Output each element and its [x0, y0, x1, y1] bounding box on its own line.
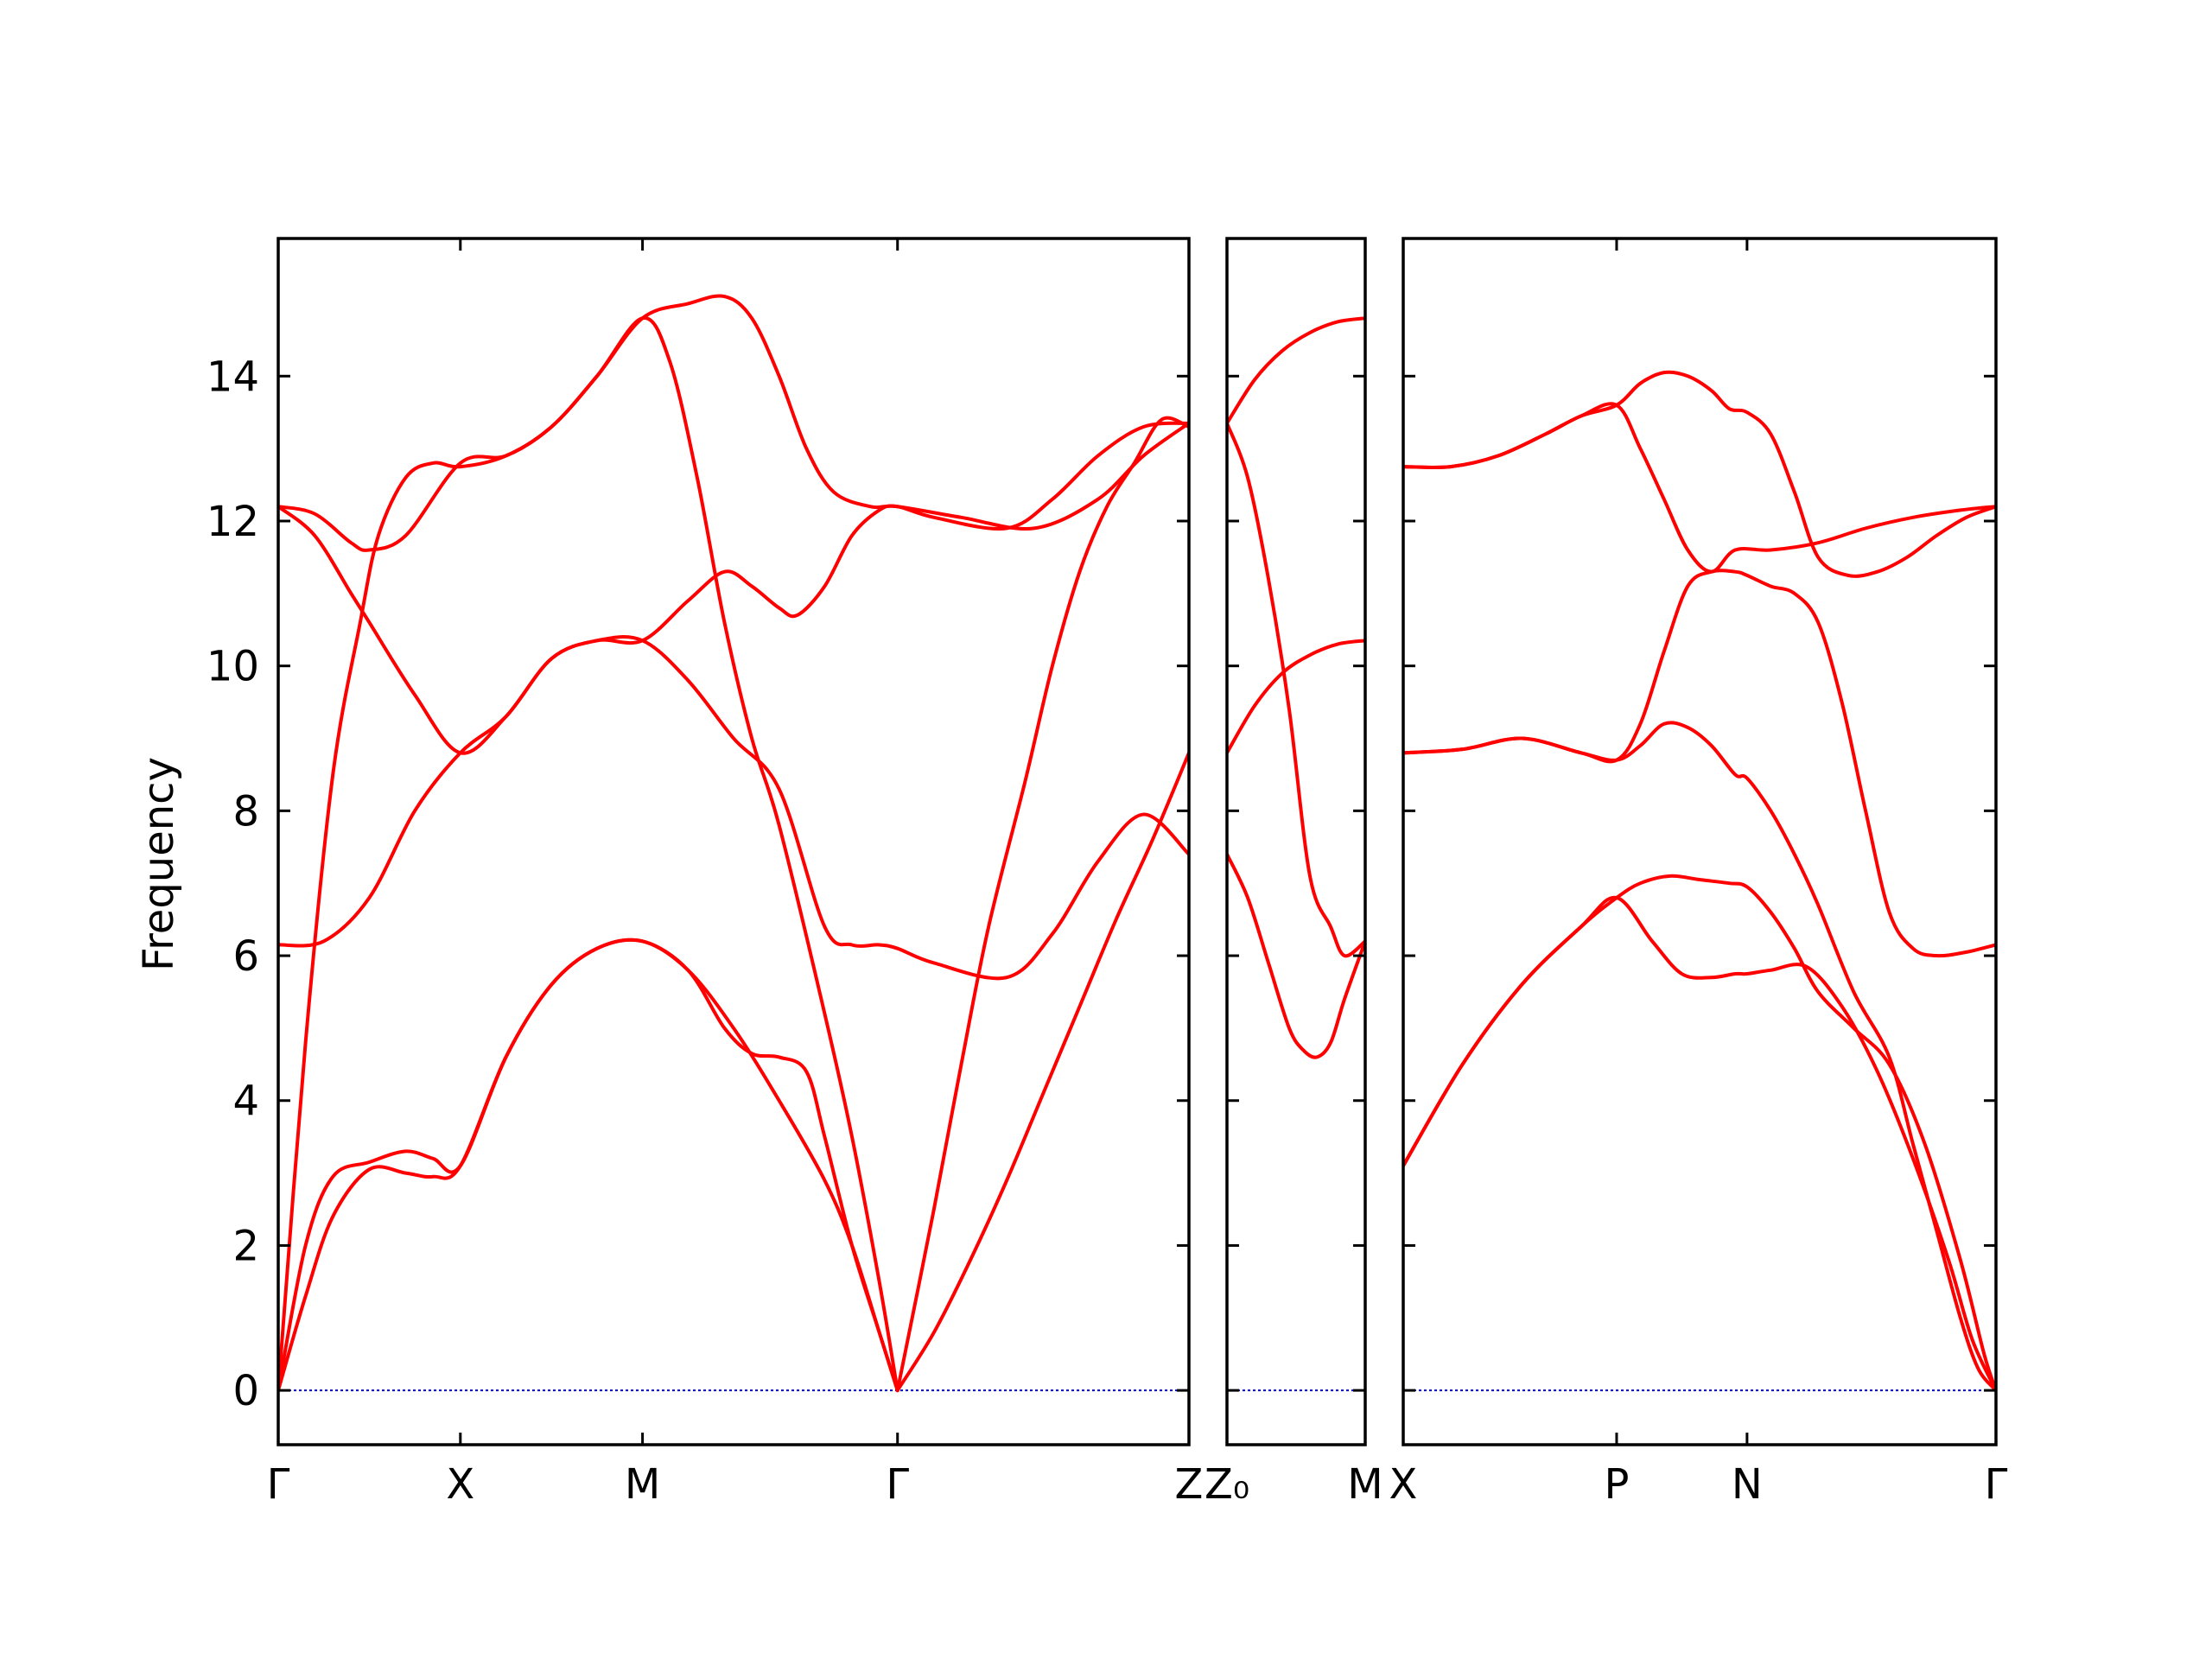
- x-tick-label: Z: [1175, 1460, 1204, 1509]
- band-line-1: [1227, 316, 1365, 425]
- x-tick-label: M: [625, 1460, 660, 1509]
- x-tick-label: M: [1347, 1460, 1382, 1509]
- bands: [1403, 370, 1996, 1393]
- y-tick-label: 14: [207, 353, 259, 401]
- x-tick-label: P: [1604, 1460, 1629, 1509]
- y-tick-label: 4: [232, 1077, 259, 1126]
- band-line-1: [278, 938, 899, 1393]
- band-line-3: [1227, 421, 1365, 958]
- band-line-5: [278, 421, 1189, 755]
- x-tick-label: Z₀: [1205, 1460, 1249, 1509]
- x-tick-label: N: [1732, 1460, 1763, 1509]
- bands: [1227, 316, 1365, 1059]
- band-line-2: [1403, 874, 1996, 1393]
- band-line-3: [1403, 721, 1996, 1393]
- band-line-3: [278, 635, 1189, 981]
- band-line-2: [1227, 639, 1365, 755]
- x-tick-label: Γ: [1985, 1460, 2008, 1509]
- x-tick-label: X: [1389, 1460, 1418, 1509]
- panel-frame: [1225, 237, 1367, 1446]
- band-line-4: [278, 294, 1189, 552]
- panel-2: Z₀ M: [1205, 237, 1383, 1509]
- band-line-8: [895, 751, 1189, 1393]
- band-line-2: [278, 938, 899, 1393]
- y-tick-label: 6: [232, 932, 259, 981]
- band-line-7: [895, 416, 1189, 1393]
- band-line-6: [278, 316, 899, 1393]
- panel-frame: [1402, 237, 1998, 1446]
- y-tick-label: 10: [207, 643, 259, 691]
- band-line-4: [1403, 569, 1996, 958]
- x-tick-label: X: [446, 1460, 474, 1509]
- y-axis-label: Frequency: [135, 757, 183, 971]
- y-tick-label: 2: [232, 1222, 259, 1270]
- y-tick-label: 12: [207, 498, 259, 546]
- band-line-1: [1403, 895, 1996, 1393]
- bands: [278, 294, 1189, 1393]
- band-line-5: [1403, 370, 1996, 578]
- x-tick-label: Γ: [267, 1460, 290, 1509]
- y-tick-label: 0: [232, 1367, 259, 1415]
- panel-frame: [276, 237, 1191, 1446]
- y-tick-label: 8: [232, 787, 259, 836]
- band-line-4: [1227, 852, 1365, 1059]
- band-line-6: [1403, 402, 1996, 574]
- x-tick-label: Γ: [886, 1460, 909, 1509]
